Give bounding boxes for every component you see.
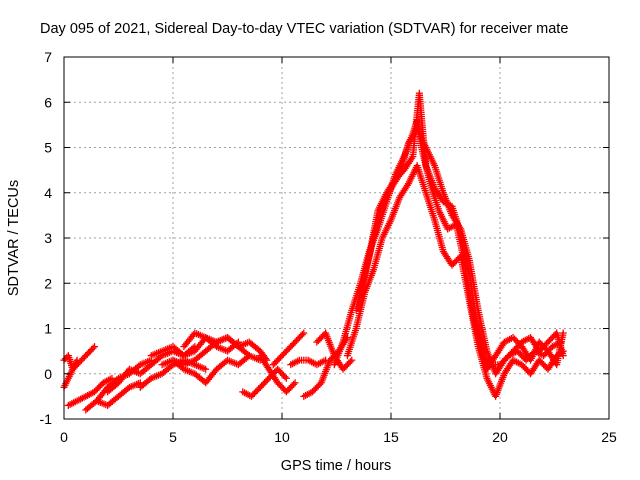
data-point: [430, 182, 438, 190]
data-point: [122, 386, 130, 394]
data-point: [89, 344, 97, 352]
data-point: [302, 356, 310, 364]
data-point: [369, 268, 377, 276]
x-tick-label: 20: [492, 429, 508, 445]
data-point: [422, 159, 430, 167]
y-tick-label: 7: [44, 49, 52, 65]
x-tick-label: 25: [601, 429, 617, 445]
data-point: [231, 340, 239, 348]
data-point: [404, 141, 412, 149]
data-point: [242, 354, 250, 362]
y-tick-label: 2: [44, 275, 52, 291]
data-point: [314, 382, 322, 390]
data-point: [199, 350, 207, 358]
data-point: [403, 181, 411, 189]
data-point: [297, 332, 305, 340]
data-point: [253, 345, 261, 353]
data-point: [96, 382, 104, 390]
data-point: [294, 357, 302, 365]
data-point: [279, 371, 287, 379]
data-point: [474, 327, 482, 335]
data-point: [275, 355, 283, 363]
data-point: [351, 327, 359, 335]
data-point: [63, 376, 71, 384]
y-tick-label: 1: [44, 321, 52, 337]
y-tick-label: 6: [44, 94, 52, 110]
x-tick-label: 0: [60, 429, 68, 445]
data-point: [111, 381, 119, 389]
y-axis-label: SDTVAR / TECUs: [6, 180, 22, 296]
y-tick-label: 3: [44, 230, 52, 246]
data-point: [378, 204, 386, 212]
data-point: [68, 367, 76, 375]
data-point: [262, 377, 270, 385]
data-point: [156, 348, 164, 356]
data-point: [338, 340, 346, 348]
y-tick-label: 5: [44, 140, 52, 156]
data-point: [395, 172, 403, 180]
data-point: [421, 187, 429, 195]
data-point: [244, 353, 252, 361]
data-point: [319, 332, 327, 340]
x-tick-label: 10: [274, 429, 290, 445]
y-tick-label: -1: [40, 411, 53, 427]
data-point: [439, 245, 447, 253]
x-axis-label: GPS time / hours: [281, 458, 391, 474]
data-point: [72, 358, 80, 366]
data-point: [346, 358, 354, 366]
x-tick-label: 5: [169, 429, 177, 445]
data-point: [284, 346, 292, 354]
data-point: [220, 359, 228, 367]
data-point: [293, 337, 301, 345]
data-point: [360, 290, 368, 298]
data-point: [177, 363, 185, 371]
data-point: [434, 205, 442, 213]
axis-ticks: 0 5 10 15 20 25 -1 0 1 2 3 4 5 6 7: [40, 49, 617, 445]
data-point: [61, 355, 69, 363]
data-point: [430, 214, 438, 222]
x-tick-label: 15: [383, 429, 399, 445]
data-point: [360, 272, 368, 280]
chart-title: Day 095 of 2021, Sidereal Day-to-day VTE…: [40, 21, 568, 37]
data-point: [200, 333, 208, 341]
y-tick-label: 4: [44, 185, 52, 201]
data-point: [386, 186, 394, 194]
data-point: [347, 309, 355, 317]
data-point: [253, 386, 261, 394]
data-point: [111, 395, 119, 403]
data-point: [200, 364, 208, 372]
data-point: [395, 195, 403, 203]
data-point: [290, 380, 298, 388]
data-point: [144, 377, 152, 385]
data-point: [144, 363, 152, 371]
data-point: [288, 382, 296, 390]
data-point: [500, 372, 508, 380]
data-point: [408, 154, 416, 162]
data-point: [378, 236, 386, 244]
data-point: [177, 349, 185, 357]
y-tick-label: 0: [44, 366, 52, 382]
data-point: [482, 372, 490, 380]
data-point: [88, 346, 96, 354]
data-point: [199, 376, 207, 384]
data-point: [83, 350, 91, 358]
data-point: [369, 236, 377, 244]
data-point: [281, 373, 289, 381]
data-point: [454, 255, 462, 263]
data-point: [298, 331, 306, 339]
data-point: [320, 357, 328, 365]
data-point: [386, 218, 394, 226]
data-point: [345, 359, 353, 367]
data-points: [60, 89, 567, 414]
